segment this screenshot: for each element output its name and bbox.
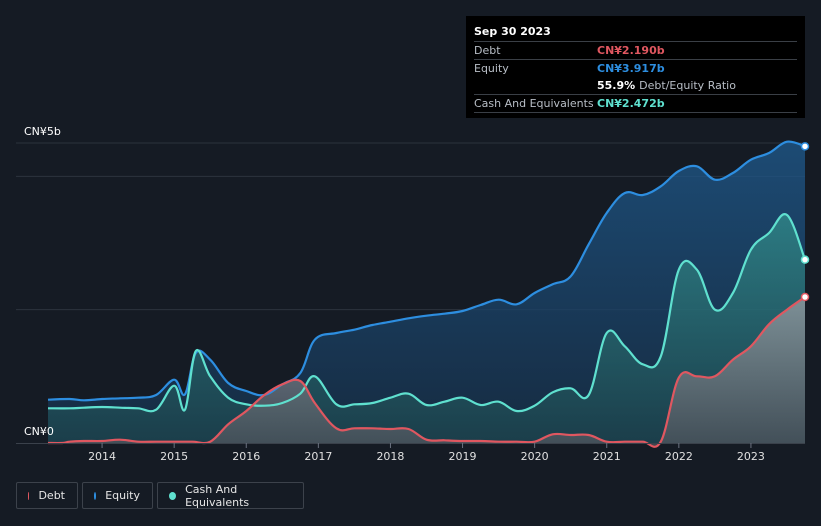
line-equity bbox=[47, 140, 806, 402]
x-tick-label-2017: 2017 bbox=[304, 450, 332, 463]
legend-debt-label: Debt bbox=[38, 489, 65, 502]
tooltip-ratio-label: Debt/Equity Ratio bbox=[639, 79, 736, 92]
x-tick-label-2020: 2020 bbox=[521, 450, 549, 463]
area-cash bbox=[48, 214, 805, 443]
x-tick-label-2023: 2023 bbox=[737, 450, 765, 463]
endpoint-equity bbox=[800, 142, 810, 151]
tooltip-equity-row: Equity CN¥3.917b bbox=[474, 59, 797, 77]
endpoint-cash bbox=[800, 255, 810, 264]
tooltip-debt-value: CN¥2.190b bbox=[597, 44, 665, 57]
area-debt bbox=[48, 297, 805, 447]
legend-cash-label: Cash And Equivalents bbox=[185, 482, 250, 509]
x-tick-label-2015: 2015 bbox=[160, 450, 188, 463]
legend-item-equity[interactable]: Equity bbox=[82, 482, 153, 509]
legend-item-debt[interactable]: Debt bbox=[16, 482, 78, 509]
y-axis-bottom-label: CN¥0 bbox=[24, 425, 54, 438]
legend-equity-label: Equity bbox=[105, 489, 140, 502]
line-debt bbox=[47, 296, 806, 448]
equity-dot-icon bbox=[94, 491, 97, 500]
chart-legend: Debt Equity Cash And Equivalents bbox=[16, 482, 304, 509]
x-tick-label-2019: 2019 bbox=[449, 450, 477, 463]
x-tick-label-2018: 2018 bbox=[376, 450, 404, 463]
tooltip-debt-row: Debt CN¥2.190b bbox=[474, 41, 797, 59]
tooltip-panel: Sep 30 2023 Debt CN¥2.190b Equity CN¥3.9… bbox=[466, 16, 805, 118]
debt-dot-icon bbox=[28, 491, 30, 500]
tooltip-debt-label: Debt bbox=[474, 44, 501, 57]
tooltip-cash-row: Cash And Equivalents CN¥2.472b bbox=[474, 94, 797, 113]
endpoint-debt bbox=[800, 292, 810, 302]
tooltip-ratio-value: 55.9% bbox=[597, 79, 636, 92]
tooltip-equity-label: Equity bbox=[474, 62, 509, 75]
x-tick-label-2016: 2016 bbox=[232, 450, 260, 463]
tooltip-cash-label: Cash And Equivalents bbox=[474, 97, 594, 110]
tooltip-date: Sep 30 2023 bbox=[474, 25, 551, 38]
tooltip-ratio-row: 55.9% Debt/Equity Ratio bbox=[474, 77, 797, 94]
tooltip-equity-value: CN¥3.917b bbox=[597, 62, 665, 75]
x-tick-label-2021: 2021 bbox=[593, 450, 621, 463]
cash-dot-icon bbox=[169, 491, 177, 500]
line-cash bbox=[47, 213, 807, 413]
y-axis-top-label: CN¥5b bbox=[24, 125, 61, 138]
legend-item-cash[interactable]: Cash And Equivalents bbox=[157, 482, 304, 509]
x-tick-label-2022: 2022 bbox=[665, 450, 693, 463]
tooltip-cash-value: CN¥2.472b bbox=[597, 97, 665, 110]
x-tick-label-2014: 2014 bbox=[88, 450, 116, 463]
